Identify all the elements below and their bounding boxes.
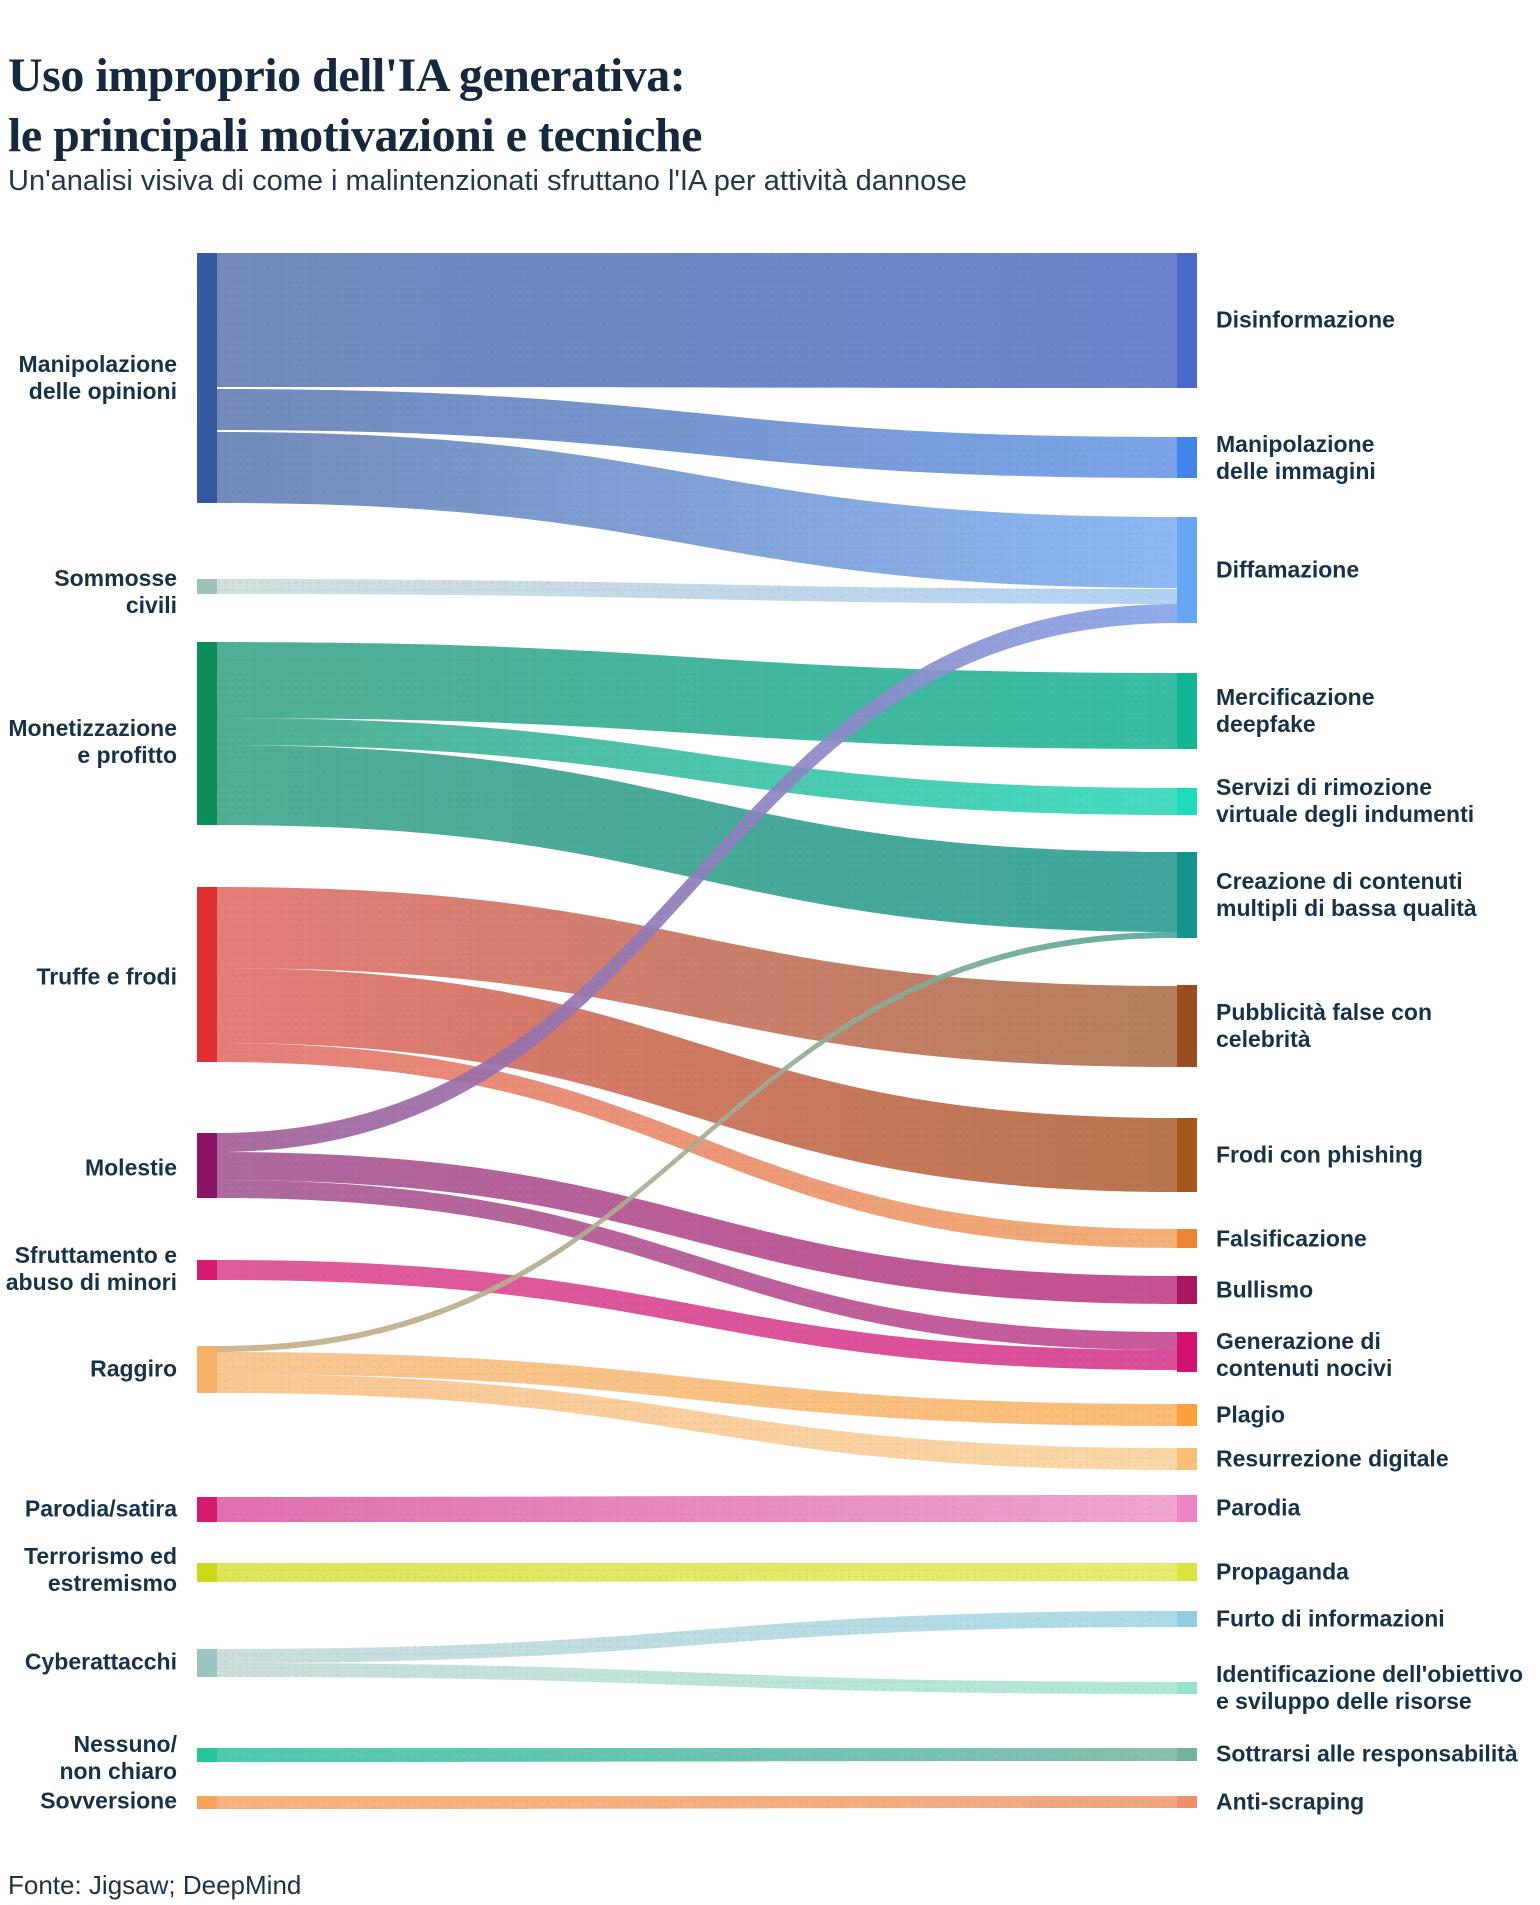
sankey-node-left-terrorismo-estremismo xyxy=(197,1563,217,1582)
flow-texture xyxy=(217,1748,1177,1762)
flow-texture xyxy=(217,1043,1177,1248)
flow-texture xyxy=(217,432,1177,588)
flow-texture xyxy=(217,1374,1177,1470)
flow-texture xyxy=(217,1260,1177,1370)
sankey-node-right-bullismo xyxy=(1177,1276,1197,1304)
flow-texture xyxy=(217,932,1177,1352)
sankey-node-right-pubblicita-false-celebrita xyxy=(1177,985,1197,1067)
sankey-node-left-sfruttamento-minori xyxy=(197,1260,217,1280)
flow-texture xyxy=(217,745,1177,932)
sankey-node-right-plagio xyxy=(1177,1404,1197,1426)
sankey-node-right-falsificazione xyxy=(1177,1229,1197,1248)
flow-texture xyxy=(217,1152,1177,1304)
sankey-node-right-creazione-contenuti-bassa-qualita xyxy=(1177,852,1197,938)
flow-texture xyxy=(217,1611,1177,1663)
sankey-node-right-anti-scraping xyxy=(1177,1796,1197,1808)
flow-texture xyxy=(217,1352,1177,1426)
sankey-node-right-sottrarsi-responsabilita xyxy=(1177,1748,1197,1761)
sankey-node-right-generazione-contenuti-nocivi xyxy=(1177,1332,1197,1372)
flow-texture xyxy=(217,718,1177,815)
sankey-node-right-furto-informazioni xyxy=(1177,1611,1197,1627)
sankey-node-right-resurrezione-digitale xyxy=(1177,1448,1197,1470)
sankey-node-left-monetizzazione-profitto xyxy=(197,642,217,825)
flow-texture xyxy=(217,1563,1177,1582)
flow-texture xyxy=(217,1180,1177,1350)
page-subtitle: Un'analisi visiva di come i malintenzion… xyxy=(8,165,967,197)
sankey-node-right-disinformazione xyxy=(1177,253,1197,388)
sankey-node-right-propaganda xyxy=(1177,1563,1197,1581)
source-note: Fonte: Jigsaw; DeepMind xyxy=(8,1870,302,1900)
page-title: Uso improprio dell'IA generativa: le pri… xyxy=(8,49,702,163)
sankey-node-right-frodi-phishing xyxy=(1177,1118,1197,1192)
sankey-node-left-parodia-satira xyxy=(197,1497,217,1522)
flow-texture xyxy=(217,579,1177,604)
sankey-node-right-servizi-rimozione-indumenti xyxy=(1177,788,1197,815)
flow-texture xyxy=(217,1495,1177,1522)
sankey-node-right-parodia xyxy=(1177,1495,1197,1522)
sankey-node-right-mercificazione-deepfake xyxy=(1177,673,1197,749)
flow-texture xyxy=(217,968,1177,1192)
flow-texture xyxy=(217,389,1177,478)
sankey-node-left-sovversione xyxy=(197,1796,217,1809)
flow-texture xyxy=(217,642,1177,749)
sankey-node-left-cyberattacchi xyxy=(197,1649,217,1677)
sankey-node-left-sommosse-civili xyxy=(197,579,217,594)
sankey-node-right-manipolazione-immagini xyxy=(1177,437,1197,478)
sankey-node-left-truffe-frodi xyxy=(197,887,217,1062)
flow-texture xyxy=(217,604,1177,1152)
flow-texture xyxy=(217,1663,1177,1694)
flow-texture xyxy=(217,253,1177,388)
sankey-node-right-diffamazione xyxy=(1177,517,1197,623)
sankey-node-left-nessuno-non-chiaro xyxy=(197,1748,217,1762)
sankey-node-left-molestie xyxy=(197,1133,217,1198)
sankey-node-left-manipolazione-opinioni xyxy=(197,253,217,503)
flow-texture xyxy=(217,887,1177,1067)
flow-texture xyxy=(217,1796,1177,1809)
sankey-node-left-raggiro xyxy=(197,1346,217,1393)
sankey-node-right-identificazione-obiettivo xyxy=(1177,1682,1197,1694)
